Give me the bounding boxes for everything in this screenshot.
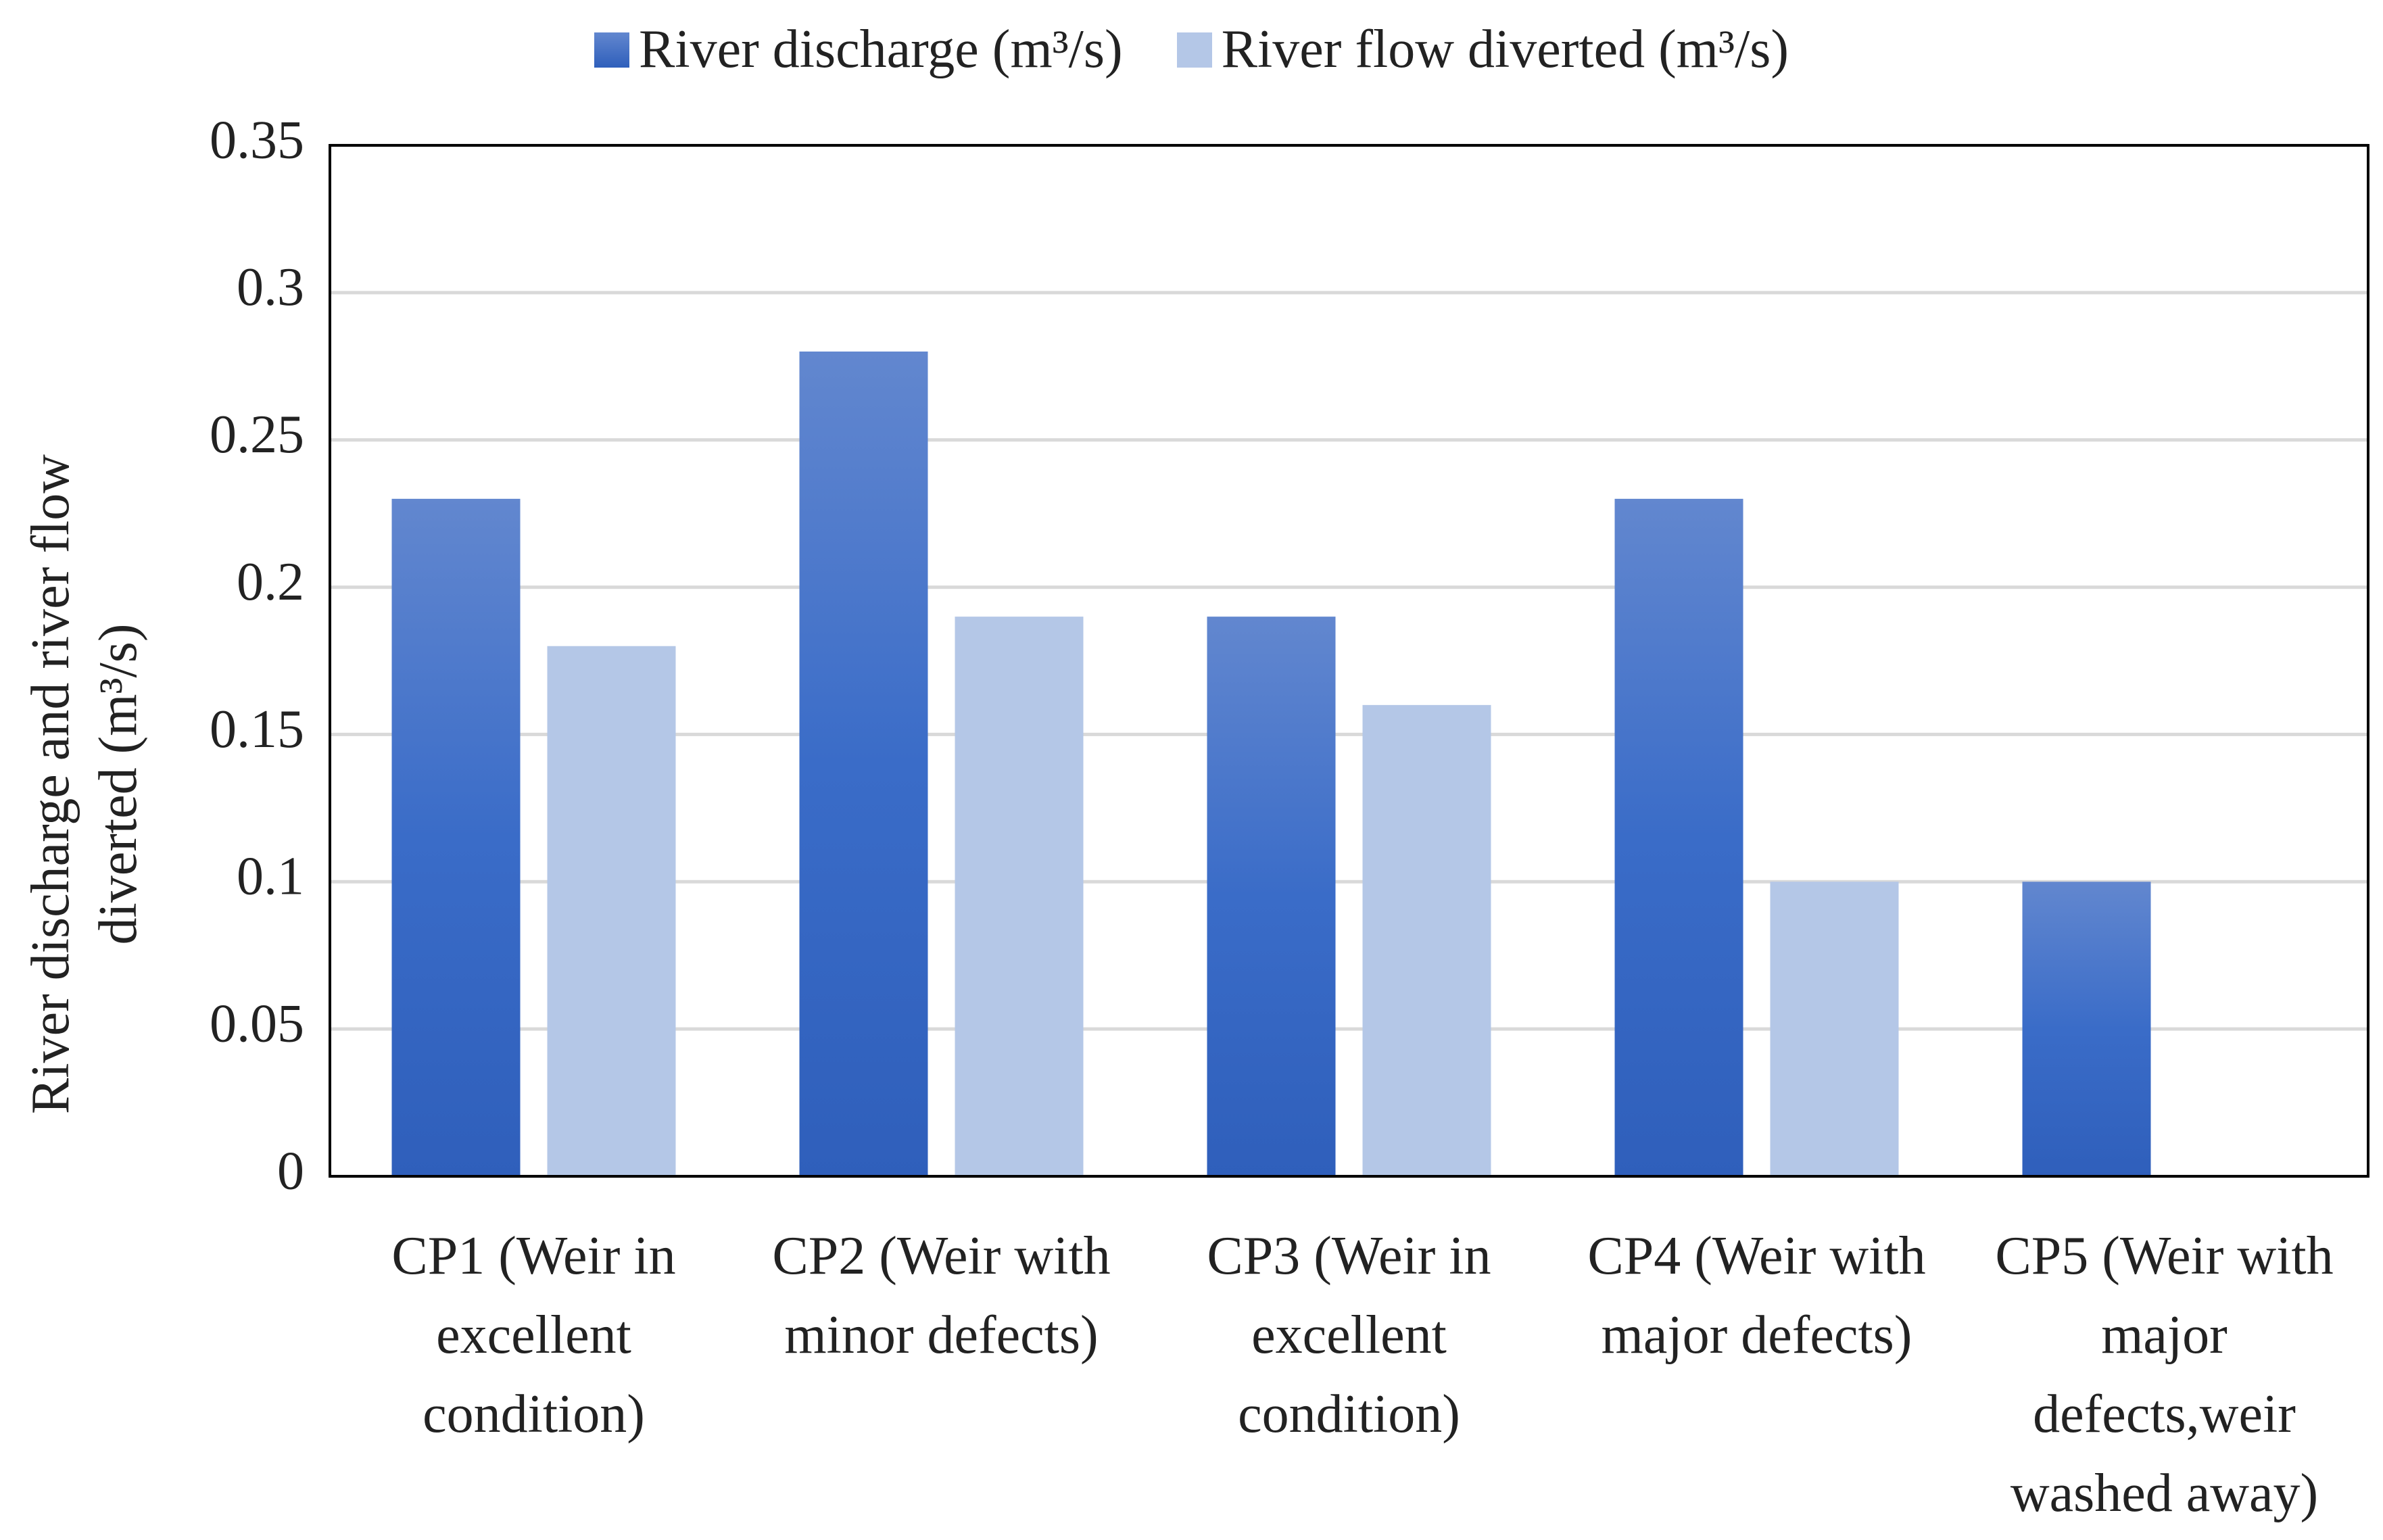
legend-swatch — [1176, 32, 1212, 68]
plot-border — [329, 144, 2369, 1178]
y-tick-label: 0.15 — [210, 700, 304, 759]
y-tick-label: 0.2 — [237, 552, 304, 612]
x-tick-label: CP3 (Weir in excellent condition) — [1207, 1226, 1491, 1444]
legend: River discharge (m³/s) River flow diverte… — [0, 19, 2383, 80]
y-tick-label: 0.3 — [237, 258, 304, 317]
x-tick-label: CP5 (Weir with major defects,weir washed… — [1995, 1226, 2334, 1523]
bar — [1614, 498, 1743, 1176]
y-tick-label: 0.1 — [237, 847, 304, 907]
legend-item: River discharge (m³/s) — [594, 19, 1123, 80]
bar — [547, 646, 676, 1176]
y-tick-label: 0 — [277, 1141, 304, 1201]
bar — [1770, 882, 1899, 1176]
bar — [1362, 704, 1491, 1176]
x-tick-label: CP4 (Weir with major defects) — [1587, 1226, 1926, 1365]
legend-label: River flow diverted (m³/s) — [1221, 20, 1789, 79]
legend-swatch — [594, 32, 629, 68]
x-tick-label: CP2 (Weir with minor defects) — [772, 1226, 1111, 1365]
y-tick-label: 0.35 — [210, 110, 304, 170]
bar — [2022, 882, 2151, 1176]
bar — [799, 352, 928, 1176]
legend-label: River discharge (m³/s) — [638, 20, 1123, 79]
x-tick-label: CP1 (Weir in excellent condition) — [391, 1226, 676, 1444]
bar — [391, 498, 521, 1176]
bar — [955, 617, 1084, 1176]
y-tick-label: 0.25 — [210, 405, 304, 464]
legend-item: River flow diverted (m³/s) — [1176, 19, 1789, 80]
bar — [1207, 617, 1336, 1176]
y-tick-label: 0.05 — [210, 994, 304, 1054]
